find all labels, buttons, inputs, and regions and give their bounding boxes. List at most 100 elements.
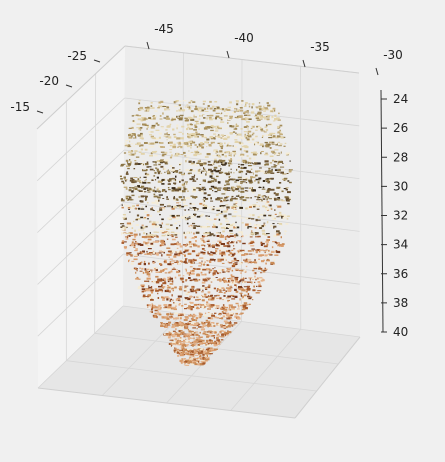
point	[223, 308, 228, 311]
point	[208, 348, 212, 350]
point	[268, 198, 272, 200]
point	[285, 187, 287, 189]
point	[219, 279, 222, 283]
point	[131, 227, 134, 229]
point	[239, 206, 241, 208]
point	[181, 183, 185, 186]
point	[218, 313, 221, 316]
point	[161, 241, 166, 245]
point	[244, 190, 247, 192]
point	[198, 312, 201, 314]
point	[255, 178, 259, 181]
point	[216, 317, 219, 319]
point	[144, 253, 147, 255]
point	[209, 231, 211, 234]
point	[210, 251, 212, 253]
point	[160, 230, 163, 233]
point	[258, 254, 263, 257]
point	[166, 238, 169, 240]
point	[238, 249, 240, 252]
point	[241, 100, 244, 102]
point	[257, 281, 261, 283]
point	[229, 206, 232, 208]
point	[230, 171, 232, 174]
point	[164, 323, 167, 326]
point	[213, 160, 217, 163]
point	[256, 285, 258, 287]
point	[237, 176, 242, 179]
point	[172, 299, 174, 302]
point	[136, 214, 140, 217]
point	[161, 183, 165, 185]
point	[169, 181, 172, 183]
point	[129, 254, 133, 256]
point	[159, 142, 164, 144]
point	[123, 218, 125, 220]
point	[191, 288, 193, 291]
point	[274, 153, 276, 156]
point	[213, 341, 218, 345]
point	[186, 123, 190, 126]
point	[257, 194, 261, 197]
point	[244, 261, 248, 263]
point	[203, 331, 207, 333]
point	[226, 208, 229, 211]
point	[184, 236, 187, 239]
point	[174, 351, 176, 353]
point	[225, 112, 229, 115]
point	[184, 181, 188, 183]
point	[240, 278, 245, 281]
point	[227, 312, 230, 315]
point	[244, 105, 247, 107]
point	[196, 136, 199, 138]
point	[223, 320, 228, 323]
point	[212, 349, 217, 351]
point	[162, 296, 165, 298]
point	[233, 128, 237, 130]
point	[201, 360, 205, 362]
point	[218, 223, 222, 225]
point	[270, 250, 275, 253]
point	[234, 207, 236, 210]
point	[126, 160, 129, 163]
point	[280, 213, 283, 216]
point	[215, 226, 218, 229]
point	[261, 229, 266, 232]
point	[123, 204, 126, 206]
point	[171, 235, 174, 238]
point	[273, 225, 277, 228]
point	[231, 264, 236, 268]
point	[137, 163, 141, 165]
point	[211, 330, 216, 332]
point	[252, 204, 257, 207]
point	[234, 262, 238, 264]
point	[227, 187, 231, 189]
point	[209, 339, 211, 342]
point	[287, 202, 290, 205]
point	[181, 115, 183, 118]
point	[214, 130, 219, 132]
point	[209, 164, 213, 166]
point	[168, 180, 172, 183]
point	[214, 108, 217, 110]
point	[219, 206, 223, 209]
point	[202, 325, 206, 327]
point	[179, 117, 183, 119]
point	[220, 200, 222, 202]
point	[179, 224, 181, 227]
point	[242, 199, 247, 202]
point	[164, 306, 168, 309]
point	[286, 215, 290, 217]
point	[196, 225, 201, 227]
point	[221, 163, 224, 165]
point	[124, 145, 129, 147]
point	[174, 222, 178, 225]
point	[158, 285, 162, 288]
point	[172, 262, 174, 265]
point	[274, 213, 277, 215]
point	[207, 344, 210, 347]
point	[186, 284, 190, 286]
point	[142, 181, 147, 184]
point	[167, 308, 171, 311]
point	[239, 235, 242, 237]
